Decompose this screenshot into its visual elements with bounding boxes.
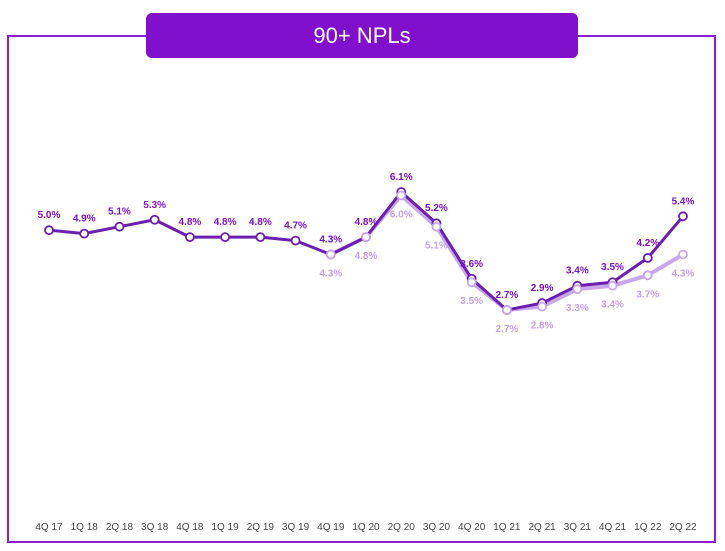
- x-tick-label: 4Q 21: [599, 522, 627, 533]
- x-tick-label: 3Q 19: [282, 522, 310, 533]
- point-light: [642, 270, 653, 281]
- data-label-light: 6.0%: [390, 209, 413, 220]
- data-label-dark: 4.8%: [214, 217, 237, 228]
- x-tick-label: 3Q 21: [564, 522, 592, 533]
- point-dark: [184, 232, 195, 243]
- point-light: [361, 232, 371, 243]
- x-tick-label: 4Q 19: [317, 522, 345, 533]
- x-tick-label: 1Q 19: [211, 522, 239, 533]
- data-label-light: 3.4%: [601, 300, 624, 311]
- data-label-dark: 6.1%: [390, 172, 413, 183]
- data-label-dark: 4.8%: [249, 217, 272, 228]
- data-label-light: 2.7%: [495, 324, 518, 335]
- data-label-dark: 3.5%: [601, 262, 624, 273]
- x-tick-label: 2Q 20: [388, 522, 416, 533]
- data-label-dark: 3.6%: [460, 259, 483, 270]
- x-tick-label: 3Q 18: [141, 522, 169, 533]
- point-dark: [79, 228, 90, 239]
- point-light: [678, 249, 688, 260]
- point-light: [572, 284, 583, 295]
- data-label-light: 4.3%: [672, 268, 695, 279]
- point-light: [431, 221, 442, 232]
- data-label-dark: 3.4%: [566, 266, 589, 277]
- point-light: [501, 305, 512, 315]
- data-label-light: 3.3%: [566, 303, 589, 314]
- x-tick-label: 2Q 21: [528, 522, 556, 533]
- point-dark: [290, 235, 301, 246]
- data-label-dark: 2.9%: [531, 283, 554, 294]
- data-label-dark: 4.9%: [73, 214, 96, 225]
- x-tick-label: 3Q 20: [423, 522, 451, 533]
- data-label-dark: 4.8%: [355, 217, 378, 228]
- point-light: [607, 280, 618, 291]
- point-light: [325, 249, 336, 260]
- x-tick-label: 2Q 18: [106, 522, 134, 533]
- data-label-light: 3.5%: [460, 296, 483, 307]
- point-light: [466, 277, 477, 288]
- data-label-dark: 5.1%: [108, 207, 131, 218]
- data-label-dark: 4.3%: [319, 234, 342, 245]
- data-label-dark: 5.3%: [143, 200, 166, 211]
- point-dark: [114, 221, 125, 232]
- data-label-dark: 4.7%: [284, 221, 307, 232]
- point-dark: [642, 253, 653, 263]
- point-dark: [149, 214, 160, 225]
- x-tick-label: 2Q 19: [247, 522, 275, 533]
- point-dark: [220, 232, 231, 243]
- data-label-light: 4.8%: [355, 251, 378, 262]
- data-label-light: 3.7%: [636, 289, 659, 300]
- x-tick-label: 4Q 20: [458, 522, 486, 533]
- x-tick-label: 1Q 21: [493, 522, 521, 533]
- point-light: [396, 190, 407, 201]
- data-label-dark: 5.0%: [38, 210, 61, 221]
- point-dark: [255, 232, 266, 243]
- chart-title: 90+ NPLs: [146, 13, 578, 58]
- x-tick-label: 1Q 20: [352, 522, 380, 533]
- x-tick-label: 2Q 22: [669, 522, 697, 533]
- data-label-dark: 4.8%: [178, 217, 201, 228]
- point-light: [537, 301, 548, 312]
- data-label-light: 2.8%: [531, 321, 554, 332]
- x-tick-label: 4Q 18: [176, 522, 204, 533]
- data-label-dark: 5.4%: [672, 196, 695, 207]
- data-label-light: 4.3%: [319, 268, 342, 279]
- data-label-dark: 4.2%: [636, 238, 659, 249]
- point-dark: [44, 225, 54, 236]
- x-tick-label: 1Q 22: [634, 522, 662, 533]
- point-dark: [678, 211, 688, 222]
- data-label-dark: 5.2%: [425, 203, 448, 214]
- data-label-dark: 2.7%: [495, 290, 518, 301]
- data-label-light: 5.1%: [425, 241, 448, 252]
- x-tick-label: 4Q 17: [35, 522, 63, 533]
- x-tick-label: 1Q 18: [71, 522, 99, 533]
